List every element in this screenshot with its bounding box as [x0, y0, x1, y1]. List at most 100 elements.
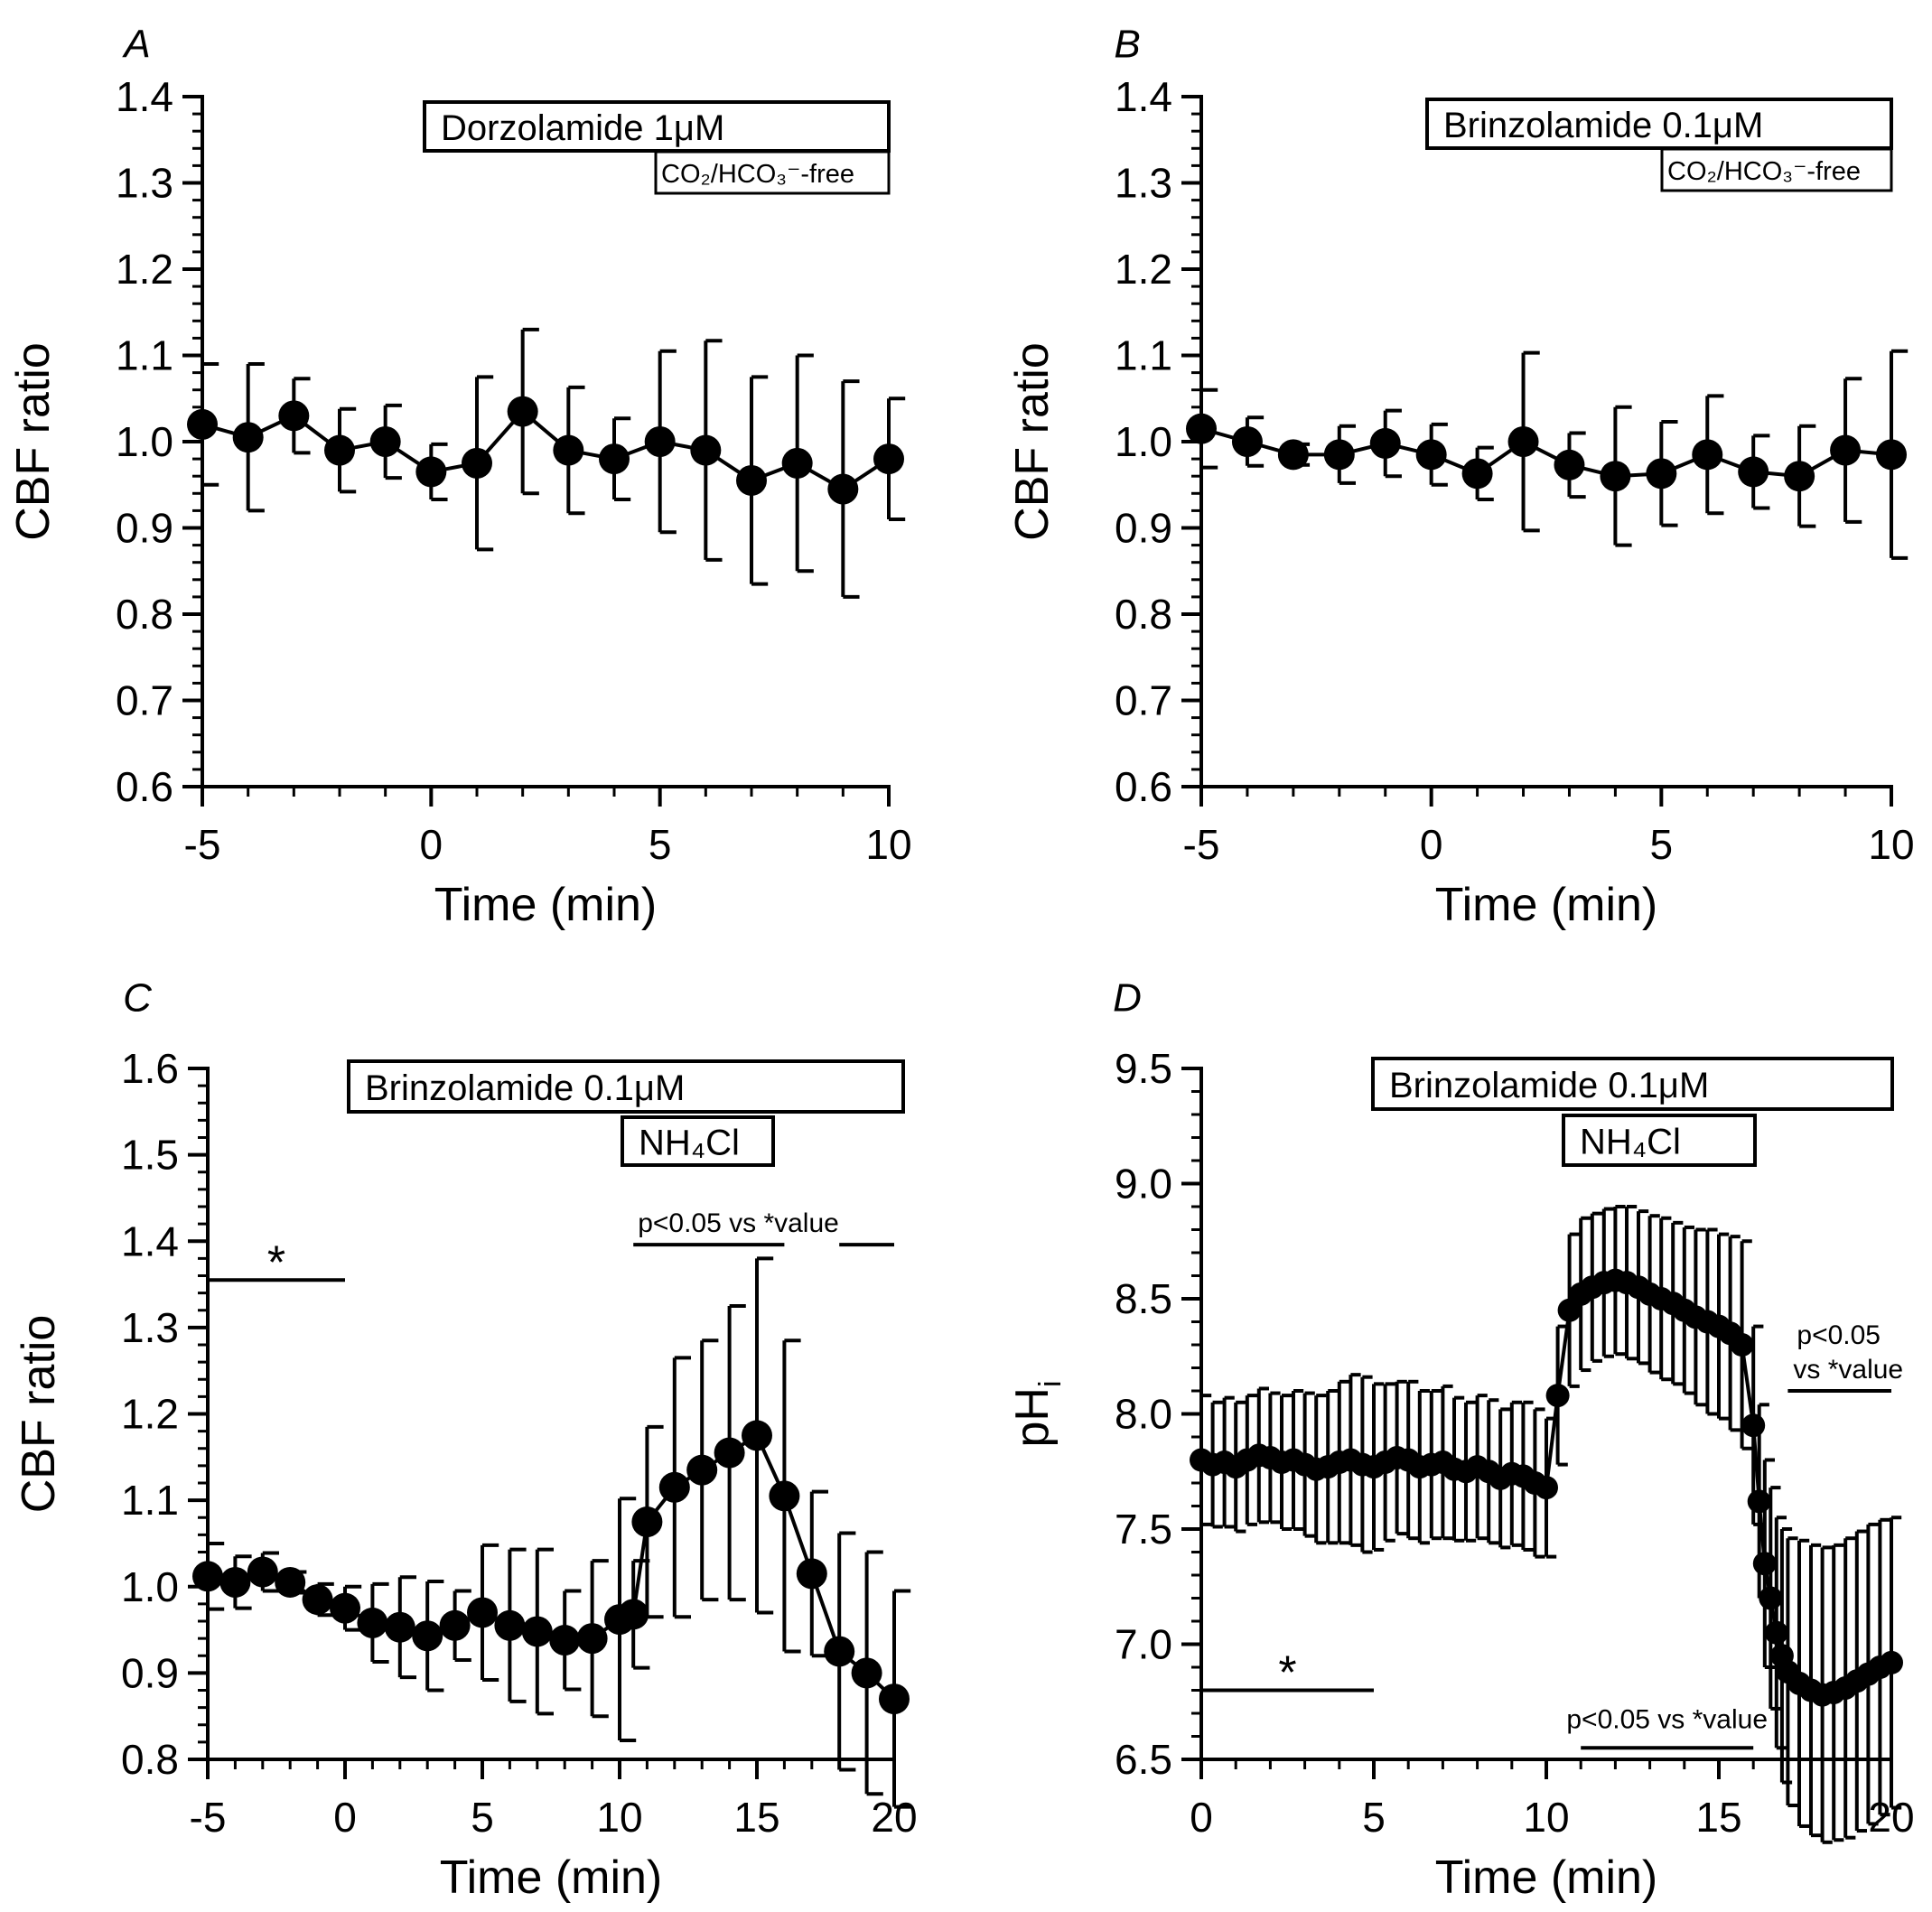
data-point	[384, 1611, 415, 1643]
data-point	[278, 400, 310, 432]
data-point	[232, 422, 264, 453]
data-point	[1752, 1552, 1777, 1576]
data-point	[247, 1556, 278, 1588]
y-axis-label: CBF ratio	[13, 1315, 65, 1514]
data-point	[507, 396, 538, 427]
data-point	[690, 434, 722, 466]
data-point	[796, 1558, 827, 1590]
chart-panel-c: C0.80.91.01.11.21.31.41.51.6-5 0 5 10 15 20Ti…	[13, 976, 918, 1904]
y-tick-label: 1.3	[1115, 160, 1172, 207]
x-tick-label: 10	[865, 821, 911, 868]
data-point	[275, 1566, 306, 1598]
y-tick-label: 1.4	[116, 73, 173, 120]
y-tick-label: 0.9	[116, 505, 173, 552]
treatment-box	[1371, 1057, 1894, 1111]
y-axis-label: pHi	[1006, 1380, 1068, 1447]
x-tick-label: 10	[1868, 821, 1914, 868]
treatment-label: Brinzolamide 0.1μM	[365, 1068, 685, 1108]
x-tick-label: 5	[471, 1794, 494, 1841]
y-tick-label: 1.1	[116, 332, 173, 379]
data-point	[219, 1566, 251, 1598]
x-axis-label: Time (min)	[1435, 1851, 1658, 1904]
treatment-box	[621, 1115, 775, 1167]
data-point	[781, 447, 813, 479]
data-point	[1231, 426, 1263, 457]
significance-label: *	[267, 1236, 285, 1289]
data-point	[1830, 434, 1862, 466]
y-tick-label: 7.0	[1115, 1621, 1172, 1668]
data-point	[618, 1599, 649, 1630]
data-point	[1554, 449, 1585, 480]
y-tick-label: 0.6	[116, 763, 173, 810]
data-point	[357, 1607, 388, 1638]
y-tick-label: 1.1	[1115, 332, 1172, 379]
x-tick-label: 0	[333, 1794, 357, 1841]
x-tick-label: 15	[733, 1794, 779, 1841]
data-point	[1741, 1413, 1766, 1438]
data-point	[742, 1420, 772, 1451]
data-point	[1369, 427, 1401, 459]
series-line	[201, 408, 891, 491]
data-point	[369, 426, 401, 457]
data-point	[599, 443, 630, 475]
chart-panel-a: A 0.6 0.7 0.8 0.9 1.0 1.1 1.2 1.3 1.4 -5 0 5 10 Time (…	[7, 23, 912, 931]
data-point	[714, 1437, 745, 1469]
x-tick-label: 10	[596, 1794, 642, 1841]
x-tick-label: 5	[649, 821, 672, 868]
treatment-box	[347, 1059, 905, 1114]
significance-label: vs *value	[1793, 1355, 1903, 1385]
data-point	[1535, 1476, 1558, 1500]
data-point	[324, 434, 355, 466]
y-tick-label: 1.4	[121, 1217, 179, 1264]
y-axis-label: CBF ratio	[1006, 342, 1059, 541]
y-tick-label: 7.5	[1115, 1506, 1172, 1553]
x-axis-label: Time (min)	[440, 1851, 663, 1904]
treatment-label: NH₄Cl	[639, 1124, 740, 1163]
data-point	[330, 1592, 360, 1624]
data-point	[686, 1454, 718, 1486]
data-point	[769, 1480, 800, 1512]
data-point	[1507, 426, 1539, 457]
significance-label: p<0.05	[1797, 1320, 1881, 1350]
treatment-label: NH₄Cl	[1580, 1123, 1681, 1162]
data-point	[1186, 413, 1217, 444]
data-point	[827, 473, 859, 505]
data-point	[302, 1584, 333, 1616]
significance-label: *	[1278, 1647, 1296, 1700]
y-tick-label: 0.8	[121, 1736, 179, 1783]
treatment-label: CO₂/HCO₃⁻-free	[1667, 157, 1861, 186]
treatment-label: CO₂/HCO₃⁻-free	[661, 160, 854, 189]
panel-label: A	[121, 23, 150, 67]
y-tick-label: 1.3	[121, 1304, 179, 1351]
data-point	[1730, 1333, 1754, 1357]
treatment-box	[1562, 1114, 1757, 1167]
data-point	[1764, 1620, 1788, 1645]
y-tick-label: 9.0	[1115, 1161, 1172, 1208]
data-point	[1747, 1489, 1771, 1514]
treatment-label: Brinzolamide 0.1μM	[1389, 1066, 1709, 1105]
x-tick-label: -5	[1183, 821, 1220, 868]
data-point	[736, 464, 767, 496]
x-tick-label: 0	[420, 821, 443, 868]
data-point	[1692, 439, 1723, 471]
treatment-box	[1660, 147, 1893, 192]
series-line	[1200, 426, 1892, 479]
data-point	[824, 1636, 855, 1667]
chart-panel-b: B 0.6 0.7 0.8 0.9 1.0 1.1 1.2 1.3 1.4 -5 0 5 10 Time (…	[1006, 23, 1915, 931]
data-point	[851, 1657, 882, 1689]
y-tick-label: 1.2	[121, 1391, 179, 1438]
data-point	[576, 1623, 608, 1655]
data-point	[1646, 458, 1677, 490]
data-point	[1600, 461, 1631, 492]
panel-label: B	[1114, 23, 1140, 67]
x-tick-label: 5	[1650, 821, 1674, 868]
data-point	[1545, 1384, 1570, 1408]
data-point	[415, 456, 447, 488]
data-point	[1876, 439, 1907, 471]
data-point	[187, 408, 218, 440]
panel-label: D	[1113, 976, 1142, 1021]
x-tick-label: 15	[1695, 1794, 1741, 1841]
treatment-label: Brinzolamide 0.1μM	[1443, 106, 1763, 145]
y-axis-label-subscript: i	[1033, 1380, 1068, 1387]
